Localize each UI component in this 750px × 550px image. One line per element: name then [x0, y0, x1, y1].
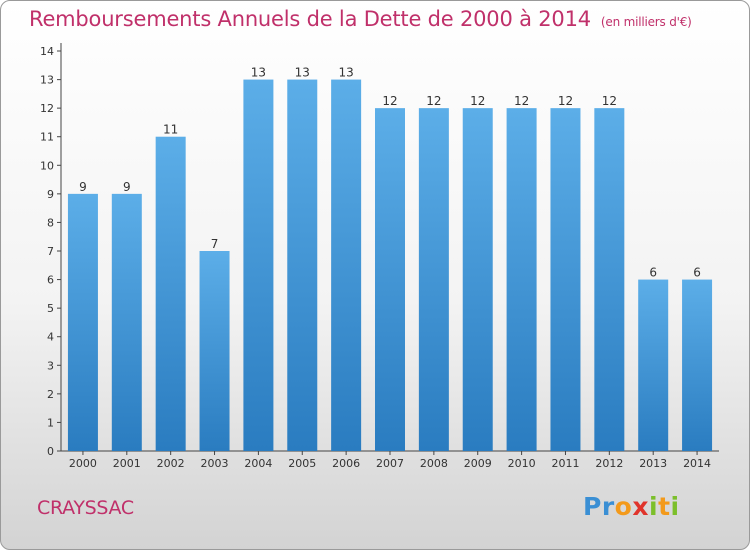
bar-2013: [638, 279, 669, 451]
y-tick-label: 8: [47, 216, 54, 229]
bar-2004: [243, 79, 274, 452]
x-tick-label-2013: 2013: [639, 457, 667, 470]
y-tick-label: 13: [40, 74, 54, 87]
bar-2007: [375, 108, 405, 452]
value-label-2003: 7: [211, 237, 219, 251]
bar-2003: [199, 251, 230, 451]
bar-2006: [331, 79, 362, 452]
x-tick-label-2014: 2014: [683, 457, 711, 470]
y-tick-label: 6: [47, 274, 54, 287]
value-label-2008: 12: [426, 94, 441, 108]
value-label-2012: 12: [602, 94, 617, 108]
x-tick-label-2011: 2011: [551, 457, 579, 470]
y-tick-label: 1: [47, 416, 54, 429]
x-tick-label-2008: 2008: [420, 457, 448, 470]
x-tick-label-2003: 2003: [201, 457, 229, 470]
value-label-2010: 12: [514, 94, 529, 108]
bar-2011: [550, 108, 581, 452]
value-label-2006: 13: [338, 66, 353, 80]
proxiti-logo: Proxiti: [583, 492, 680, 521]
chart-title-text: Remboursements Annuels de la Dette de 20…: [29, 7, 591, 31]
y-tick-label: 4: [47, 331, 54, 344]
bar-2002: [155, 136, 186, 451]
value-label-2002: 11: [163, 123, 178, 137]
x-tick-label-2009: 2009: [464, 457, 492, 470]
x-tick-label-2002: 2002: [157, 457, 185, 470]
value-label-2007: 12: [382, 94, 397, 108]
bar-2010: [506, 108, 537, 452]
y-tick-label: 2: [47, 388, 54, 401]
x-tick-label-2005: 2005: [288, 457, 316, 470]
bar-2012: [594, 108, 625, 452]
value-label-2009: 12: [470, 94, 485, 108]
svg-text:Proxiti: Proxiti: [583, 492, 680, 521]
value-label-2001: 9: [123, 180, 131, 194]
x-tick-label-2004: 2004: [244, 457, 272, 470]
y-tick-label: 14: [40, 45, 54, 58]
x-tick-label-2001: 2001: [113, 457, 141, 470]
value-label-2011: 12: [558, 94, 573, 108]
value-label-2005: 13: [295, 66, 310, 80]
chart-title: Remboursements Annuels de la Dette de 20…: [29, 7, 692, 31]
x-tick-label-2006: 2006: [332, 457, 360, 470]
y-tick-label: 9: [47, 188, 54, 201]
x-tick-label-2007: 2007: [376, 457, 404, 470]
y-tick-label: 11: [40, 131, 54, 144]
bar-2014: [682, 279, 713, 451]
value-label-2013: 6: [649, 266, 657, 280]
value-label-2000: 9: [79, 180, 87, 194]
value-label-2014: 6: [693, 266, 701, 280]
commune-name: CRAYSSAC: [37, 497, 134, 519]
y-tick-label: 7: [47, 245, 54, 258]
y-tick-label: 10: [40, 159, 54, 172]
y-tick-label: 5: [47, 302, 54, 315]
bar-2001: [111, 193, 142, 451]
bar-2008: [418, 108, 449, 452]
y-tick-label: 0: [47, 445, 54, 458]
x-tick-label-2010: 2010: [508, 457, 536, 470]
y-tick-label: 12: [40, 102, 54, 115]
y-tick-label: 3: [47, 359, 54, 372]
chart-unit: (en milliers d'€): [600, 15, 692, 29]
x-tick-label-2012: 2012: [595, 457, 623, 470]
bar-2000: [67, 193, 98, 451]
bar-chart: 0123456789101112131492000920011120027200…: [40, 43, 719, 470]
bar-2009: [462, 108, 493, 452]
bar-2005: [287, 79, 318, 452]
value-label-2004: 13: [251, 66, 266, 80]
x-tick-label-2000: 2000: [69, 457, 97, 470]
